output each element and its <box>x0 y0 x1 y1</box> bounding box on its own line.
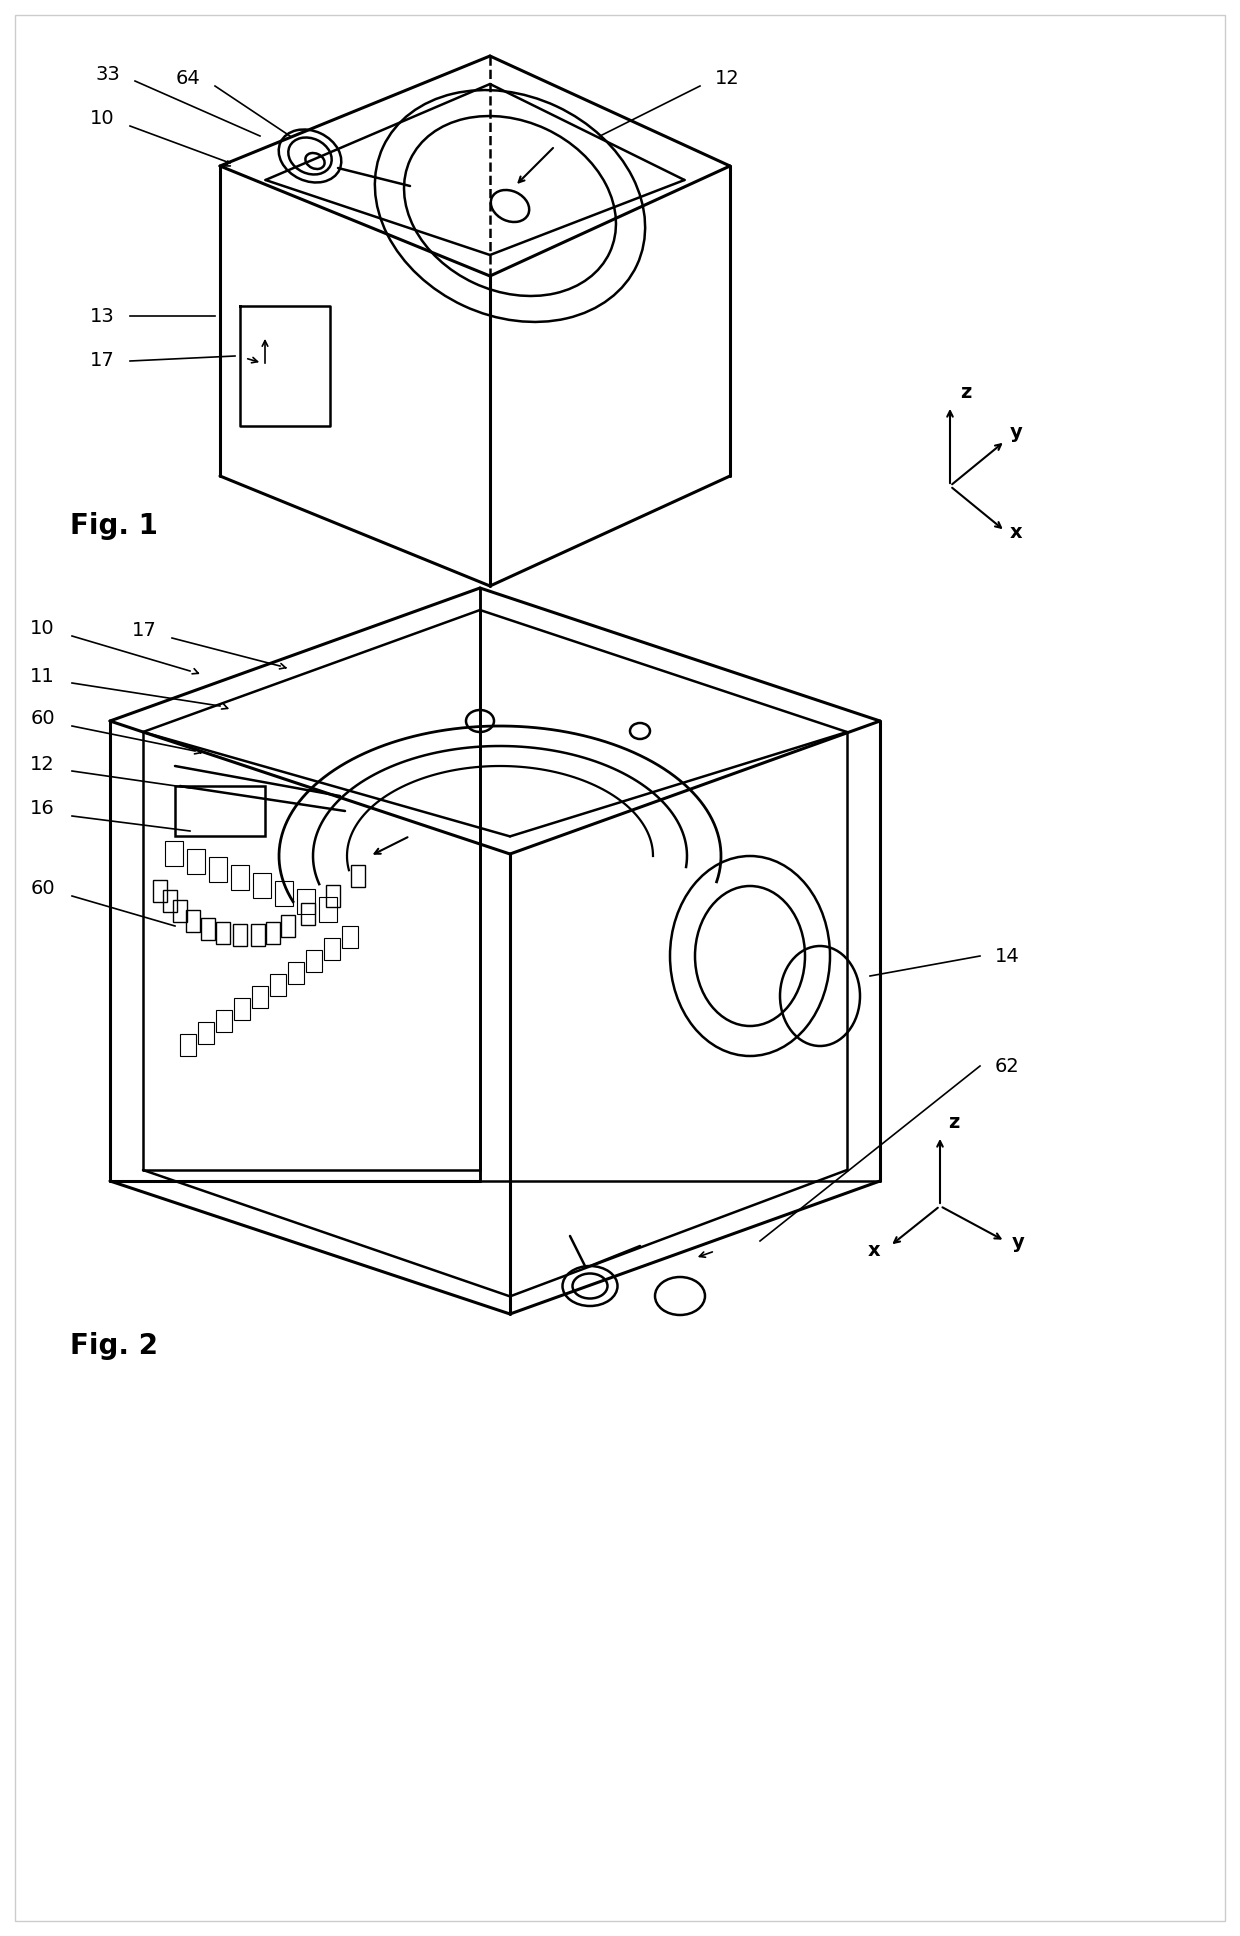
Bar <box>306 951 322 972</box>
Text: 16: 16 <box>30 800 55 819</box>
Text: 60: 60 <box>30 879 55 898</box>
Bar <box>216 922 229 943</box>
Bar <box>342 925 358 949</box>
Text: z: z <box>949 1113 960 1133</box>
Bar <box>234 997 250 1020</box>
Text: Fig. 2: Fig. 2 <box>69 1332 157 1359</box>
Bar <box>216 1011 232 1032</box>
Bar <box>298 889 315 914</box>
Bar <box>253 873 272 898</box>
Text: 10: 10 <box>91 110 115 128</box>
Text: y: y <box>1012 1233 1024 1253</box>
Text: x: x <box>1011 523 1023 542</box>
Bar <box>280 916 295 937</box>
Text: 17: 17 <box>133 621 157 641</box>
Bar <box>162 891 177 912</box>
Bar <box>186 910 200 931</box>
Bar <box>252 985 268 1009</box>
Bar <box>288 962 304 983</box>
Text: 14: 14 <box>994 947 1019 966</box>
Text: 62: 62 <box>994 1057 1019 1076</box>
Ellipse shape <box>466 711 494 732</box>
Text: 13: 13 <box>91 306 115 325</box>
Text: 33: 33 <box>95 64 120 83</box>
Text: 17: 17 <box>91 352 115 370</box>
Bar <box>175 786 265 836</box>
Text: Fig. 1: Fig. 1 <box>69 511 157 540</box>
Text: x: x <box>867 1241 880 1260</box>
Bar <box>174 900 187 922</box>
Ellipse shape <box>630 722 650 740</box>
Bar <box>198 1022 215 1044</box>
Bar <box>187 850 205 873</box>
Bar <box>231 865 249 891</box>
Bar <box>233 923 247 947</box>
Text: z: z <box>960 383 971 403</box>
Bar <box>325 885 340 906</box>
Bar <box>165 840 184 865</box>
Text: 10: 10 <box>30 618 55 637</box>
Bar <box>319 896 337 922</box>
Bar <box>351 865 365 887</box>
Bar <box>250 923 264 947</box>
Bar <box>265 922 279 943</box>
Text: y: y <box>1011 422 1023 441</box>
Bar <box>201 918 215 939</box>
Bar <box>180 1034 196 1055</box>
Bar <box>210 858 227 883</box>
Text: 60: 60 <box>30 709 55 728</box>
Bar <box>275 881 293 906</box>
Bar <box>153 881 167 902</box>
Text: 12: 12 <box>715 70 740 89</box>
Bar <box>300 902 315 925</box>
Text: 12: 12 <box>30 755 55 774</box>
Text: 11: 11 <box>30 666 55 685</box>
Bar <box>324 939 340 960</box>
Bar <box>270 974 286 995</box>
Text: 64: 64 <box>175 70 200 89</box>
